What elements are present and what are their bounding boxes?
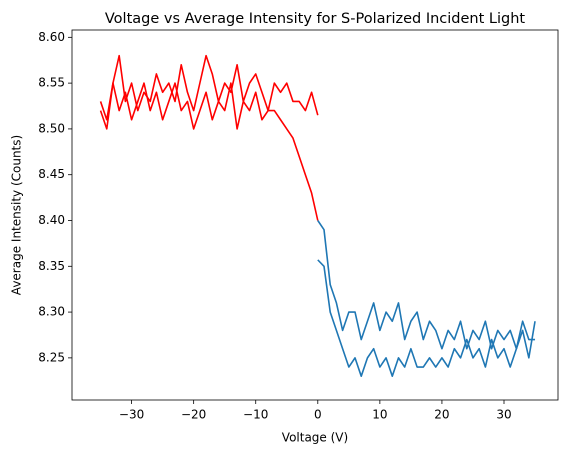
y-tick-label: 8.45 (38, 167, 65, 181)
y-tick-label: 8.55 (38, 76, 65, 90)
data-line (99, 54, 319, 130)
y-tick-label: 8.25 (38, 350, 65, 364)
x-tick-label: −20 (181, 408, 206, 422)
x-axis-label: Voltage (V) (282, 431, 348, 445)
y-tick-label: 8.60 (38, 30, 65, 44)
x-tick-label: 20 (434, 408, 449, 422)
x-tick-label: −30 (119, 408, 144, 422)
chart-title: Voltage vs Average Intensity for S-Polar… (105, 11, 526, 27)
y-axis-label: Average Intensity (Counts) (10, 135, 24, 295)
y-tick-label: 8.30 (38, 305, 65, 319)
x-tick-label: 0 (314, 408, 322, 422)
plot-frame (71, 29, 559, 401)
y-tick-label: 8.35 (38, 259, 65, 273)
x-tick-label: 30 (496, 408, 511, 422)
y-tick-label: 8.40 (38, 213, 65, 227)
data-line (317, 220, 536, 350)
y-tick-label: 8.50 (38, 121, 65, 135)
x-tick-label: −10 (243, 408, 268, 422)
data-line (317, 259, 536, 377)
data-line (99, 82, 319, 221)
x-tick-label: 10 (372, 408, 387, 422)
